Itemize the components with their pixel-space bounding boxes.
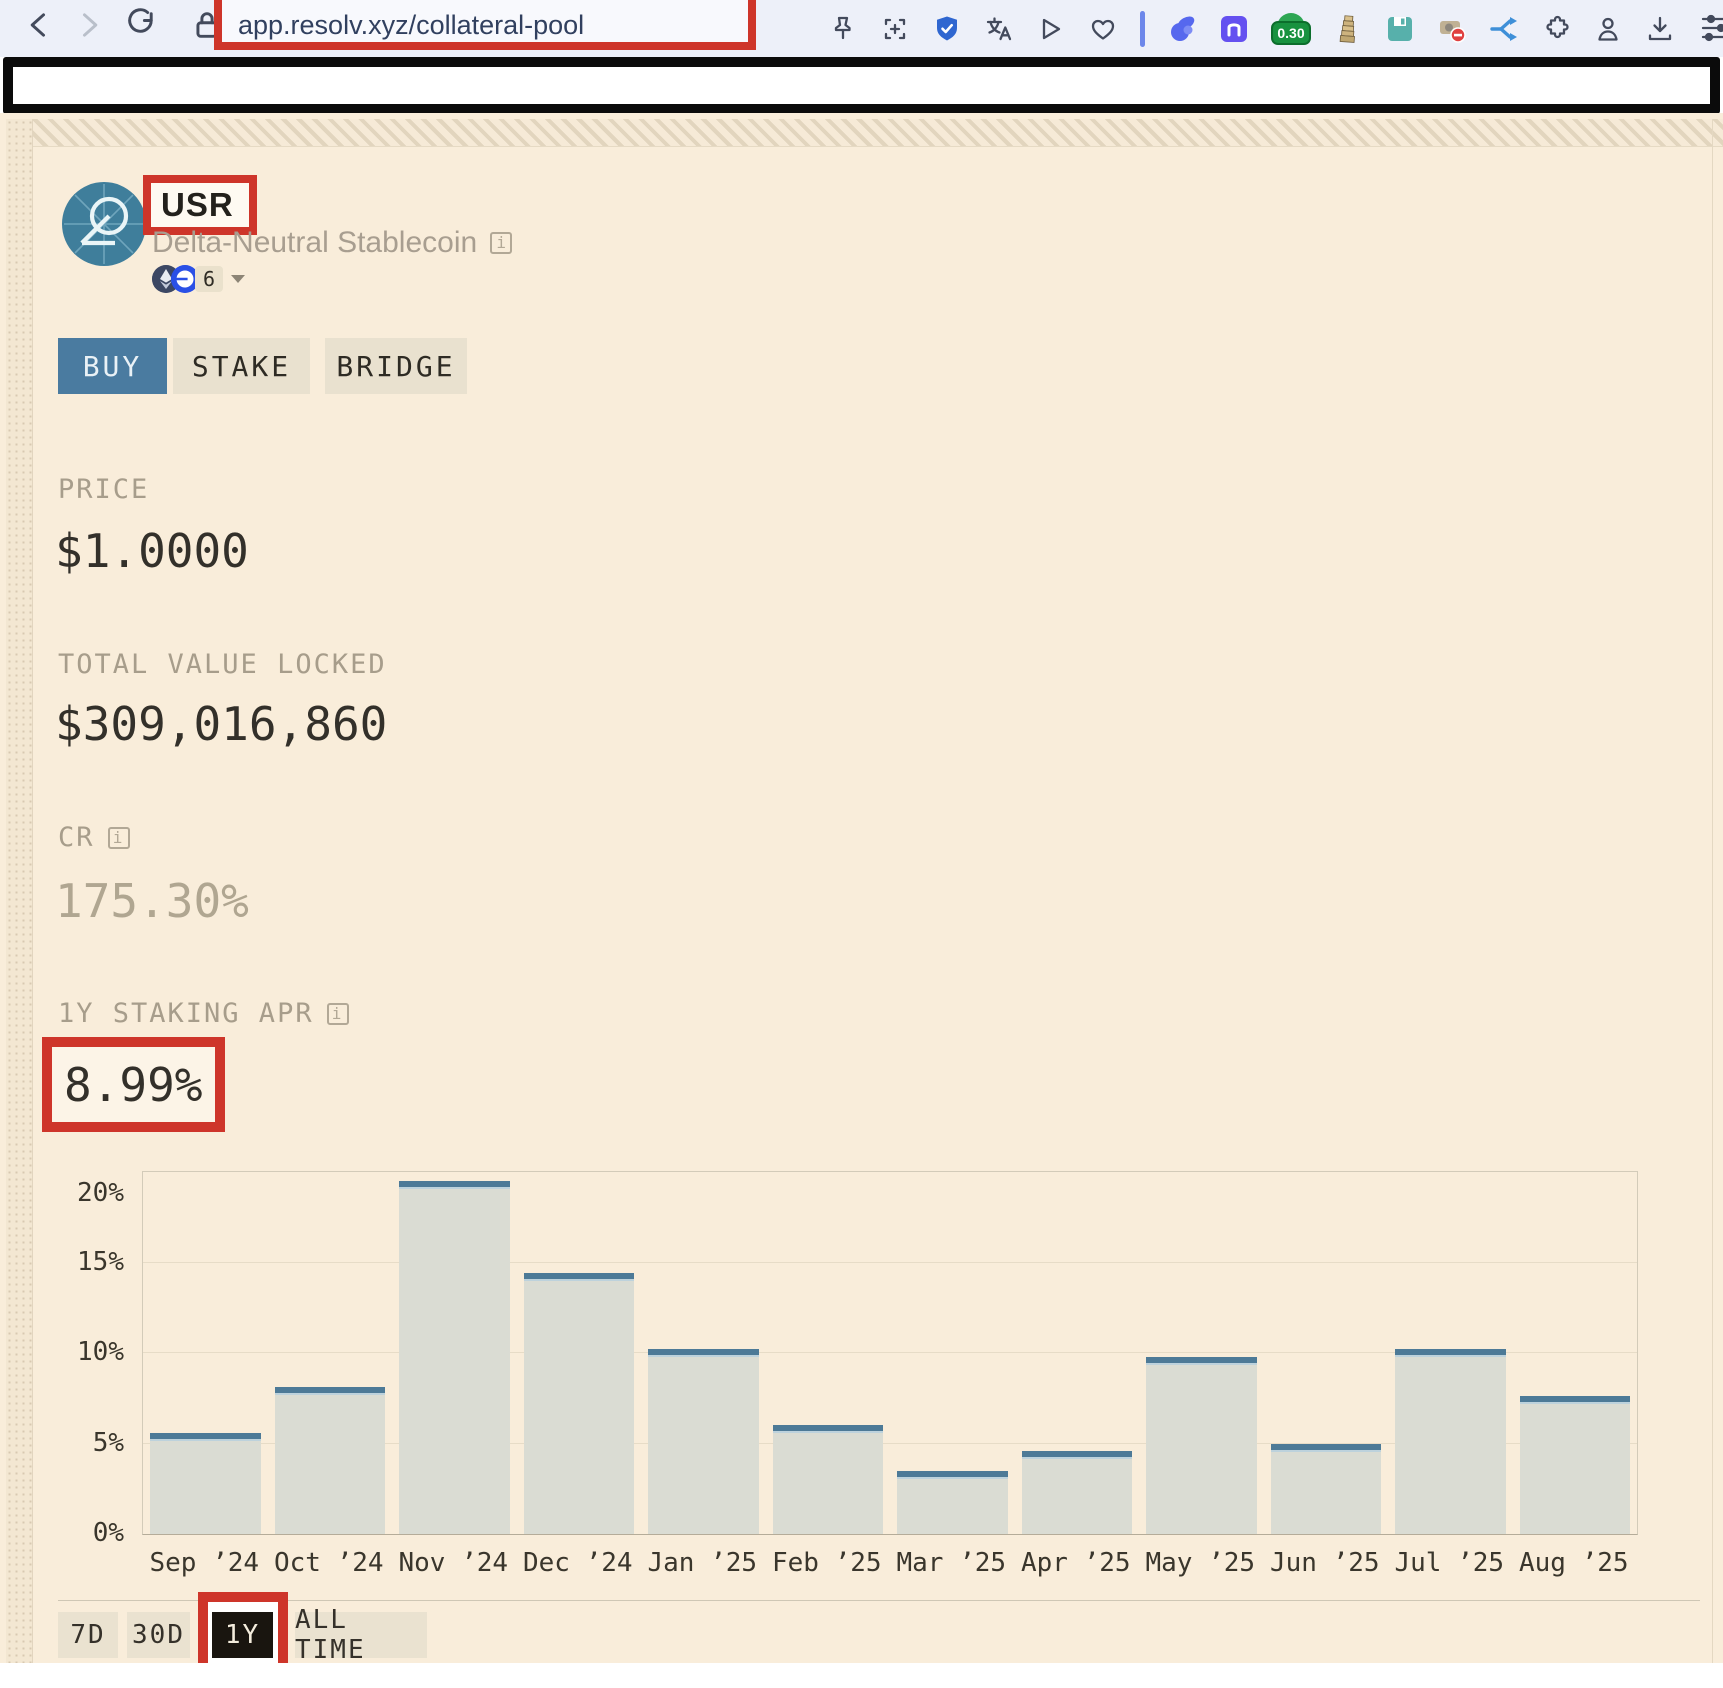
info-icon[interactable]: i [490,232,513,254]
chart-gridline [143,1442,1637,1444]
usr-highlight-annotation: USR [143,175,257,235]
token-subtitle: Delta-Neutral Stablecoin i [152,226,513,260]
sliders-icon[interactable] [1701,13,1723,43]
apr-chart-y-axis: 0% 5% 10% 15% 20% [30,1171,134,1548]
x-axis-label: Jun ’25 [1269,1548,1380,1578]
base-chain-icon [171,265,199,293]
heart-icon[interactable] [1088,14,1118,44]
network-selector[interactable]: 6 [152,264,246,294]
apr-chart-plot [142,1171,1638,1535]
cr-value: 175.30% [55,874,249,928]
x-axis-label: Oct ’24 [273,1548,384,1578]
x-axis-label: Feb ’25 [771,1548,882,1578]
chart-bar-Aug ’25 [1519,1396,1630,1534]
y-axis-label: 10% [77,1337,124,1367]
y-axis-label: 20% [77,1178,124,1208]
price-label: PRICE [58,474,150,505]
back-icon[interactable] [22,8,56,42]
price-badge-icon[interactable]: 0.30 [1271,12,1311,45]
tower-app-icon[interactable] [1333,14,1363,44]
x-axis-label: Aug ’25 [1518,1548,1629,1578]
apr-chart-x-axis: Sep ’24 Oct ’24 Nov ’24 Dec ’24 Jan ’25 Feb ’… [142,1548,1636,1580]
viewport-bottom [0,1663,1723,1688]
range-7d-button[interactable]: 7D [58,1612,118,1658]
x-axis-label: Dec ’24 [522,1548,633,1578]
translate-icon[interactable] [984,14,1014,44]
send-icon[interactable] [1036,14,1066,44]
bridge-button[interactable]: BRIDGE [325,338,467,394]
range-1y-button[interactable]: 1Y [212,1612,273,1658]
flow-app-icon[interactable] [1489,14,1519,44]
extension-row: 0.30 [828,0,1675,57]
info-icon[interactable]: i [107,826,130,849]
chart-bar-Mar ’25 [897,1470,1008,1534]
browser-toolbar: app.resolv.xyz/collateral-pool 0.30 [0,0,1723,57]
chart-gridline [143,1261,1637,1263]
range-alltime-button[interactable]: ALL TIME [295,1605,427,1665]
url-highlight-annotation: app.resolv.xyz/collateral-pool [214,0,756,50]
price-value: $1.0000 [55,524,249,578]
cr-label: CR i [58,822,130,853]
profile-icon[interactable] [1593,14,1623,44]
chart-gridline [143,1352,1637,1353]
x-axis-label: Mar ’25 [896,1548,1007,1578]
n-app-icon[interactable] [1219,14,1249,44]
info-icon[interactable]: i [326,1002,349,1025]
y-axis-label: 15% [77,1246,124,1277]
chart-bar-May ’25 [1146,1356,1257,1534]
chart-bar-Apr ’25 [1021,1450,1132,1534]
x-axis-label: Nov ’24 [398,1548,509,1578]
redacted-bookmarks-bar [3,57,1720,114]
token-symbol: USR [161,186,234,223]
price-badge-value: 0.30 [1271,20,1311,45]
chart-bar-Nov ’24 [399,1181,510,1534]
chevron-down-icon [231,275,246,283]
extensions-icon[interactable] [1541,14,1571,44]
tvl-label: TOTAL VALUE LOCKED [58,649,387,680]
apr-value: 8.99% [64,1057,203,1112]
toolbar-divider [1140,10,1145,47]
chart-bar-Dec ’24 [523,1273,634,1534]
reload-icon[interactable] [124,8,158,42]
apr-highlight-annotation: 8.99% [42,1037,225,1132]
y-axis-label: 5% [92,1427,124,1458]
shield-check-icon[interactable] [932,14,962,44]
x-axis-label: May ’25 [1145,1548,1256,1578]
chart-bar-Feb ’25 [772,1425,883,1534]
url-input[interactable]: app.resolv.xyz/collateral-pool [238,10,585,40]
forward-icon[interactable] [72,8,106,42]
x-axis-label: Jan ’25 [647,1548,758,1578]
apr-label: 1Y STAKING APR i [58,998,349,1029]
decorative-left-strip [6,119,33,1663]
screenshot-icon[interactable] [880,14,910,44]
stake-button[interactable]: STAKE [173,338,310,394]
chart-bar-Jun ’25 [1270,1443,1381,1534]
usr-logo [62,182,146,266]
x-axis-label: Jul ’25 [1394,1548,1505,1578]
decorative-hatch-band [33,119,1723,147]
x-axis-label: Apr ’25 [1020,1548,1131,1578]
save-app-icon[interactable] [1385,14,1415,44]
chart-bar-Jul ’25 [1395,1349,1506,1534]
pin-icon[interactable] [828,14,858,44]
x-axis-label: Sep ’24 [149,1548,260,1578]
y-axis-label: 0% [92,1518,124,1548]
chart-bar-Sep ’24 [150,1432,261,1534]
page-right-edge [1712,119,1713,1663]
chart-bar-Oct ’24 [274,1387,385,1534]
range-30d-button[interactable]: 30D [127,1612,190,1658]
download-icon[interactable] [1645,14,1675,44]
chart-bar-Jan ’25 [648,1349,759,1534]
tvl-value: $309,016,860 [55,697,388,751]
network-count-badge: 6 [195,266,224,292]
buy-button[interactable]: BUY [58,338,167,394]
rabbit-wallet-icon[interactable] [1167,14,1197,44]
blocker-app-icon[interactable] [1437,14,1467,44]
time-filter-divider [58,1600,1700,1601]
